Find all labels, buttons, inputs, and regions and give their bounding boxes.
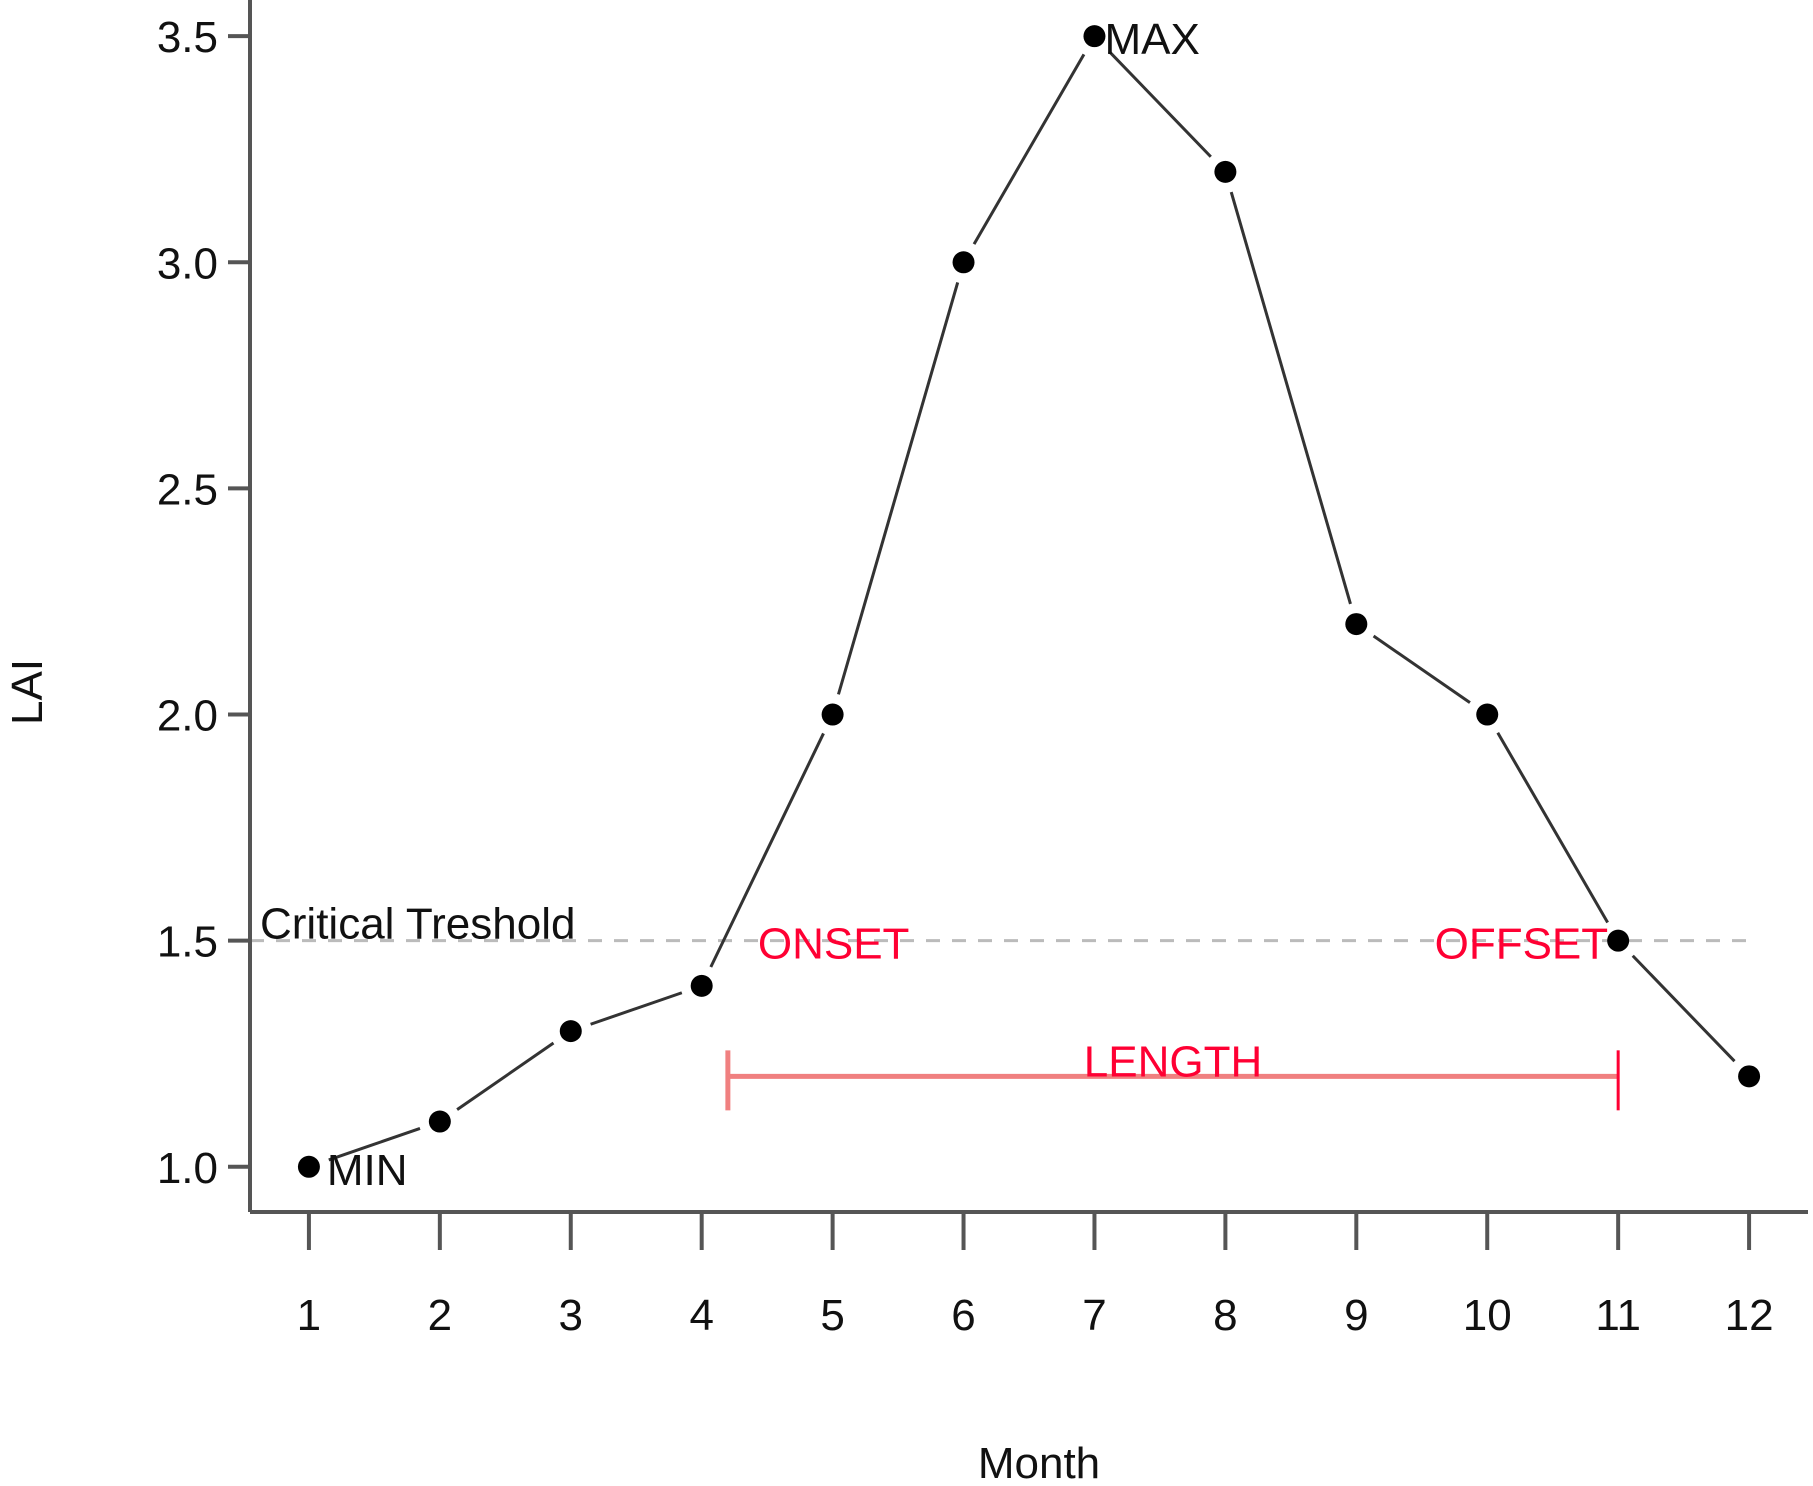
x-tick-label: 6 bbox=[951, 1291, 975, 1340]
onset-label: ONSET bbox=[758, 920, 910, 969]
data-point bbox=[1345, 613, 1368, 636]
data-point bbox=[559, 1020, 582, 1043]
y-axis-label: LAI bbox=[3, 659, 52, 725]
data-point bbox=[821, 703, 844, 726]
max-label: MAX bbox=[1104, 15, 1199, 64]
x-tick-label: 10 bbox=[1463, 1291, 1512, 1340]
y-tick-label: 2.0 bbox=[157, 692, 218, 741]
x-tick-label: 12 bbox=[1725, 1291, 1774, 1340]
y-tick-label: 1.0 bbox=[157, 1144, 218, 1193]
x-tick-label: 5 bbox=[820, 1291, 844, 1340]
data-point bbox=[1083, 25, 1106, 48]
series-line-segment bbox=[709, 732, 825, 968]
x-tick-label: 7 bbox=[1082, 1291, 1106, 1340]
x-tick-label: 3 bbox=[559, 1291, 583, 1340]
y-tick-label: 2.5 bbox=[157, 465, 218, 514]
series-line-segment bbox=[972, 53, 1086, 245]
x-tick-label: 2 bbox=[428, 1291, 452, 1340]
data-point bbox=[690, 974, 713, 997]
y-tick-label: 1.5 bbox=[157, 918, 218, 967]
data-point bbox=[1214, 160, 1237, 183]
x-tick-label: 11 bbox=[1595, 1291, 1641, 1340]
series-line-segment bbox=[1229, 191, 1352, 605]
series-line-segment bbox=[1107, 50, 1212, 158]
series-line-segment bbox=[1496, 731, 1609, 924]
y-tick-label: 3.0 bbox=[157, 239, 218, 288]
series-line-segment bbox=[1372, 634, 1471, 704]
x-tick-label: 9 bbox=[1344, 1291, 1368, 1340]
data-point bbox=[1476, 703, 1499, 726]
length-layer bbox=[725, 1050, 1620, 1111]
data-point bbox=[297, 1155, 320, 1178]
min-label: MIN bbox=[327, 1146, 408, 1195]
x-tick-label: 8 bbox=[1213, 1291, 1237, 1340]
series-line-segment bbox=[328, 1126, 421, 1162]
length-label: LENGTH bbox=[1084, 1037, 1262, 1086]
y-tick-label: 3.5 bbox=[157, 13, 218, 62]
points-layer bbox=[297, 25, 1761, 1178]
threshold-label: Critical Treshold bbox=[260, 900, 575, 949]
x-tick-label: 1 bbox=[297, 1291, 321, 1340]
series-line-segment bbox=[590, 991, 683, 1026]
line-layer bbox=[328, 50, 1736, 1162]
x-tick-label: 4 bbox=[689, 1291, 713, 1340]
axes-layer: 1.01.52.02.53.03.51 2 3 4 5 6 7 8 9 10 11 12 bbox=[157, 0, 1808, 1340]
offset-label: OFFSET bbox=[1435, 920, 1609, 969]
series-line-segment bbox=[837, 282, 960, 695]
data-point bbox=[1607, 929, 1630, 952]
x-axis-label: Month bbox=[978, 1439, 1100, 1486]
data-point bbox=[952, 251, 975, 274]
series-line-segment bbox=[1631, 954, 1736, 1063]
data-point bbox=[1738, 1065, 1761, 1088]
data-point bbox=[428, 1110, 451, 1133]
series-line-segment bbox=[456, 1041, 555, 1111]
